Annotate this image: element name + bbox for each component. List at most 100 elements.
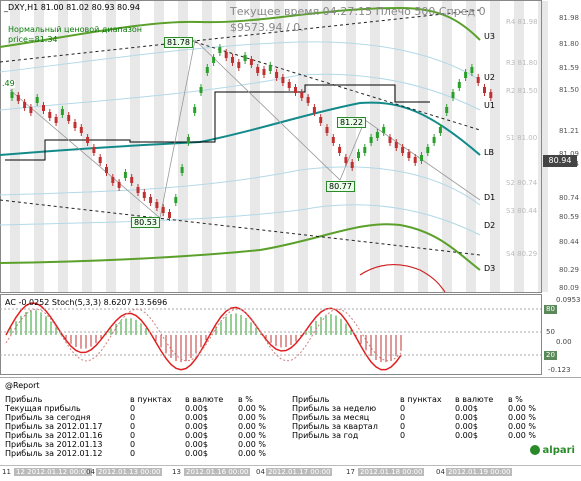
report-panel: @Report Прибыль в пунктах в валюте в % Текущ…	[0, 377, 581, 466]
indicator-price: price=81.34	[8, 35, 58, 44]
candle-body	[123, 172, 127, 178]
envelope-lower-1	[0, 166, 481, 206]
candle-body	[35, 97, 39, 103]
level-value-lb: S1 81.00	[506, 134, 538, 142]
candle-body	[394, 142, 398, 148]
candle-body	[445, 107, 449, 113]
candle-body	[199, 87, 203, 93]
candle-body	[438, 127, 442, 133]
price-axis-label: 80.09	[558, 284, 579, 292]
candle-body	[281, 77, 285, 83]
level-value-u2: R3 81.80	[506, 59, 538, 67]
candle-body	[432, 137, 436, 143]
candle-body	[149, 197, 153, 203]
candle-body	[300, 92, 304, 98]
candle-body	[382, 127, 386, 133]
osc-axis-zero: 0.00	[556, 338, 572, 346]
trendline-lower	[0, 199, 481, 256]
alpari-logo-icon	[529, 445, 540, 455]
report-row-cur: 0.00$	[185, 413, 208, 422]
candle-body	[98, 157, 102, 163]
price-axis-label: 81.59	[558, 64, 579, 72]
candle-body	[470, 67, 474, 73]
oscillator-plot	[5, 302, 402, 371]
session-stripe	[538, 1, 548, 292]
candle-body	[420, 155, 423, 161]
report-row-pct: 0.00 %	[508, 422, 536, 431]
level-value-d1: S2 80.74	[506, 179, 538, 187]
session-stripe	[154, 1, 164, 292]
report-title: @Report	[5, 381, 40, 390]
osc-axis-min: -0.123	[548, 366, 571, 374]
candle-body	[155, 202, 159, 208]
level-value-d3: S4 80.29	[506, 250, 538, 258]
candle-body	[312, 107, 316, 113]
time-axis-label: 04	[86, 468, 95, 476]
candle-body	[407, 152, 411, 158]
candle-body	[369, 137, 373, 143]
main-chart-frame	[0, 0, 542, 293]
indicator-label: Нормальный ценовой диапазон	[8, 25, 143, 34]
candle-body	[86, 137, 90, 143]
report-row-pct: 0.00 %	[508, 431, 536, 440]
level-value-u1: R2 81.50	[506, 87, 538, 95]
left-price-tag: .49	[2, 79, 15, 88]
report-header-cur: в валюте	[455, 395, 494, 404]
candle-body	[212, 57, 216, 63]
candle-body	[483, 87, 486, 93]
trendline-mid	[194, 41, 481, 131]
osc-level-box-20: 20	[544, 351, 557, 360]
report-row-pct: 0.00 %	[508, 413, 536, 422]
report-row-cur: 0.00$	[185, 431, 208, 440]
level-tag-d1: D1	[484, 193, 496, 202]
report-row-cur: 0.00$	[455, 431, 478, 440]
time-axis-label: 2012.01.16 00:00	[184, 468, 251, 476]
candle-body	[142, 192, 146, 198]
candle-body	[193, 107, 197, 113]
time-axis-label: 04	[256, 468, 265, 476]
report-row-label: Прибыль за месяц	[292, 413, 370, 422]
trendline-upper	[0, 9, 481, 63]
price-axis-label: 80.74	[558, 194, 579, 202]
current-price-box: 80.94	[543, 155, 577, 167]
report-row-label: Прибыль за год	[292, 431, 359, 440]
price-axis-label: 81.80	[558, 40, 579, 48]
candle-body	[275, 72, 279, 78]
candle-body	[489, 92, 493, 98]
candle-body	[476, 77, 480, 83]
session-stripe	[418, 1, 428, 292]
session-stripe	[82, 1, 92, 292]
lower-red-curve	[359, 263, 446, 293]
swing-label: 81.78	[164, 37, 193, 48]
candle-body	[67, 115, 71, 121]
osc-level-box-80: 80	[544, 305, 557, 314]
osc-axis-50: 50	[546, 328, 555, 336]
report-row-pct: 0.00 %	[238, 413, 266, 422]
report-header-pts: в пунктах	[400, 395, 442, 404]
pnl-value: $9573.94 / 0.	[230, 21, 304, 34]
time-axis-label: 12 2012.01.12 00:00	[14, 468, 92, 476]
price-axis-label: 80.29	[558, 266, 579, 274]
level-value-d2: S3 80.44	[506, 207, 538, 215]
candle-body	[338, 147, 342, 153]
report-header-pct: в %	[508, 395, 523, 404]
session-stripe	[394, 1, 404, 292]
candle-body	[243, 55, 247, 61]
alpari-logo: alpari	[529, 445, 575, 456]
report-row-label: Прибыль за сегодня	[5, 413, 91, 422]
time-axis-label: 11	[2, 468, 11, 476]
candle-body	[136, 187, 140, 193]
candle-body	[218, 47, 222, 53]
candle-body	[451, 92, 455, 98]
candle-body	[426, 147, 430, 153]
step-line	[5, 84, 430, 161]
session-stripe	[10, 1, 20, 292]
level-tag-u3: U3	[484, 32, 495, 41]
candle-body	[161, 207, 165, 213]
report-row-cur: 0.00$	[185, 404, 208, 413]
oscillator-frame	[0, 294, 542, 375]
session-stripe	[370, 1, 380, 292]
envelope-upper-1	[0, 41, 481, 81]
